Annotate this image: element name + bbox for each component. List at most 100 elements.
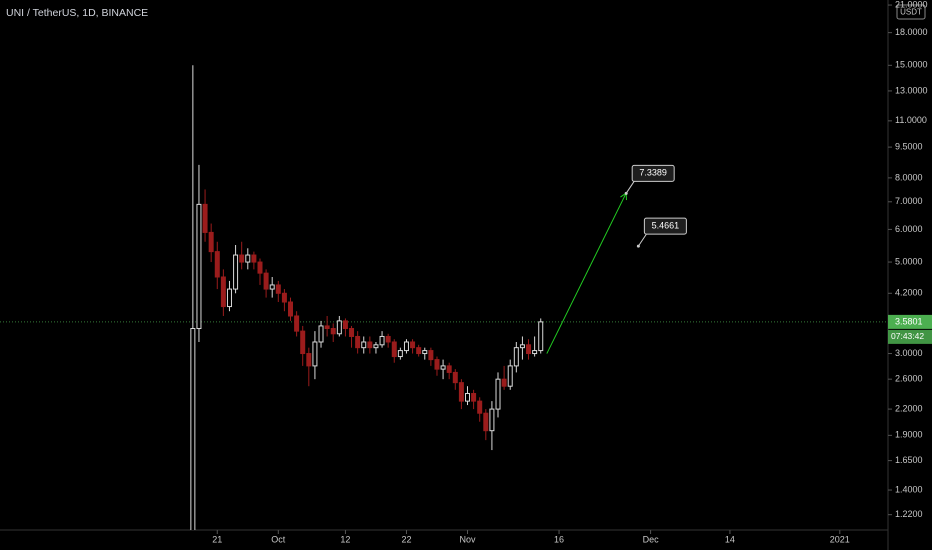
y-tick-label: 11.0000 bbox=[895, 115, 927, 125]
candle-body bbox=[458, 382, 464, 402]
candle-body bbox=[403, 341, 409, 352]
candle-body bbox=[519, 344, 525, 349]
candle-body bbox=[471, 393, 477, 402]
candle-body bbox=[306, 353, 312, 367]
candle-body bbox=[526, 344, 532, 355]
candle-body bbox=[385, 335, 391, 343]
candle-body bbox=[428, 350, 434, 361]
candle-body bbox=[538, 321, 544, 352]
y-tick-label: 2.2000 bbox=[895, 403, 923, 413]
candle-body bbox=[336, 320, 342, 335]
annotation-label: 7.3389 bbox=[639, 168, 667, 178]
y-tick-label: 7.0000 bbox=[895, 196, 923, 206]
y-tick-label: 4.2000 bbox=[895, 288, 923, 298]
candle-body bbox=[483, 412, 489, 432]
candle-body bbox=[257, 261, 263, 274]
countdown-box bbox=[888, 329, 932, 344]
y-tick-label: 6.0000 bbox=[895, 224, 923, 234]
annotation-label: 5.4661 bbox=[652, 220, 680, 230]
candle-body bbox=[501, 378, 507, 387]
candle-body bbox=[318, 325, 324, 343]
y-tick-label: 1.9000 bbox=[895, 430, 923, 440]
candle-body bbox=[367, 341, 373, 349]
y-tick-label: 1.2200 bbox=[895, 509, 923, 519]
candle-body bbox=[397, 350, 403, 358]
y-tick-label: 2.6000 bbox=[895, 374, 923, 384]
candle-body bbox=[190, 328, 196, 530]
candle-body bbox=[330, 328, 336, 335]
candle-body bbox=[489, 408, 495, 432]
x-tick-label: 14 bbox=[725, 534, 735, 544]
y-tick-label: 1.4000 bbox=[895, 484, 923, 494]
candle-body bbox=[324, 325, 330, 330]
candle-body bbox=[532, 350, 538, 355]
candle-body bbox=[214, 251, 220, 278]
x-tick-label: 16 bbox=[554, 534, 564, 544]
candle-body bbox=[410, 341, 416, 349]
annotation-pointer bbox=[637, 233, 647, 247]
candle-body bbox=[434, 359, 440, 370]
candle-body bbox=[196, 203, 202, 330]
candle-body bbox=[312, 341, 318, 367]
y-tick-label: 21.0000 bbox=[895, 0, 928, 9]
candle-body bbox=[440, 365, 446, 370]
x-tick-label: Nov bbox=[459, 534, 476, 544]
projection-arrow bbox=[546, 192, 627, 354]
candle-body bbox=[294, 315, 300, 332]
candle-body bbox=[208, 231, 214, 253]
x-tick-label: 22 bbox=[401, 534, 411, 544]
candle-body bbox=[422, 350, 428, 355]
annotation-box bbox=[631, 164, 675, 182]
x-tick-label: 21 bbox=[212, 534, 222, 544]
candle-body bbox=[361, 341, 367, 349]
y-tick-label: 1.6500 bbox=[895, 455, 923, 465]
candle-body bbox=[495, 378, 501, 410]
annotation-box bbox=[643, 217, 687, 235]
candle-body bbox=[373, 344, 379, 349]
candle-body bbox=[355, 335, 361, 349]
candle-body bbox=[464, 393, 470, 402]
currency-box bbox=[896, 4, 926, 20]
x-tick-label: Oct bbox=[271, 534, 286, 544]
candle-body bbox=[416, 347, 422, 355]
countdown-label: 07:43:42 bbox=[891, 331, 924, 341]
candle-body bbox=[226, 288, 232, 308]
candle-body bbox=[452, 371, 458, 384]
candle-body bbox=[288, 301, 294, 317]
candle-body bbox=[269, 284, 275, 290]
last-price-label: 3.5801 bbox=[895, 316, 923, 326]
candle-body bbox=[342, 320, 348, 330]
y-tick-label: 18.0000 bbox=[895, 27, 928, 37]
candle-body bbox=[379, 335, 385, 346]
y-tick-label: 9.5000 bbox=[895, 141, 923, 151]
chart-title: UNI / TetherUS, 1D, BINANCE bbox=[6, 7, 148, 19]
candle-body bbox=[251, 254, 257, 263]
candle-body bbox=[446, 365, 452, 373]
y-tick-label: 15.0000 bbox=[895, 60, 928, 70]
y-tick-label: 13.0000 bbox=[895, 85, 928, 95]
last-price-box bbox=[888, 314, 932, 329]
candle-body bbox=[239, 254, 245, 263]
candle-body bbox=[281, 292, 287, 303]
y-tick-label: 5.0000 bbox=[895, 256, 923, 266]
candle-body bbox=[202, 203, 208, 233]
y-tick-label: 3.0000 bbox=[895, 348, 923, 358]
candle-body bbox=[507, 365, 513, 387]
y-tick-label: 8.0000 bbox=[895, 172, 923, 182]
candle-body bbox=[220, 276, 226, 308]
candle-body bbox=[233, 254, 239, 290]
candle-body bbox=[349, 328, 355, 337]
plot-area bbox=[0, 65, 888, 530]
candle-body bbox=[263, 272, 269, 290]
x-tick-label: 12 bbox=[340, 534, 350, 544]
candle-body bbox=[391, 341, 397, 358]
annotation-pointer bbox=[625, 181, 635, 194]
candle-body bbox=[275, 284, 281, 294]
currency: USDT bbox=[900, 8, 922, 17]
candle-body bbox=[477, 400, 483, 414]
candle-body bbox=[300, 330, 306, 355]
x-tick-label: Dec bbox=[643, 534, 660, 544]
candle-body bbox=[245, 254, 251, 263]
x-tick-label: 2021 bbox=[830, 534, 850, 544]
